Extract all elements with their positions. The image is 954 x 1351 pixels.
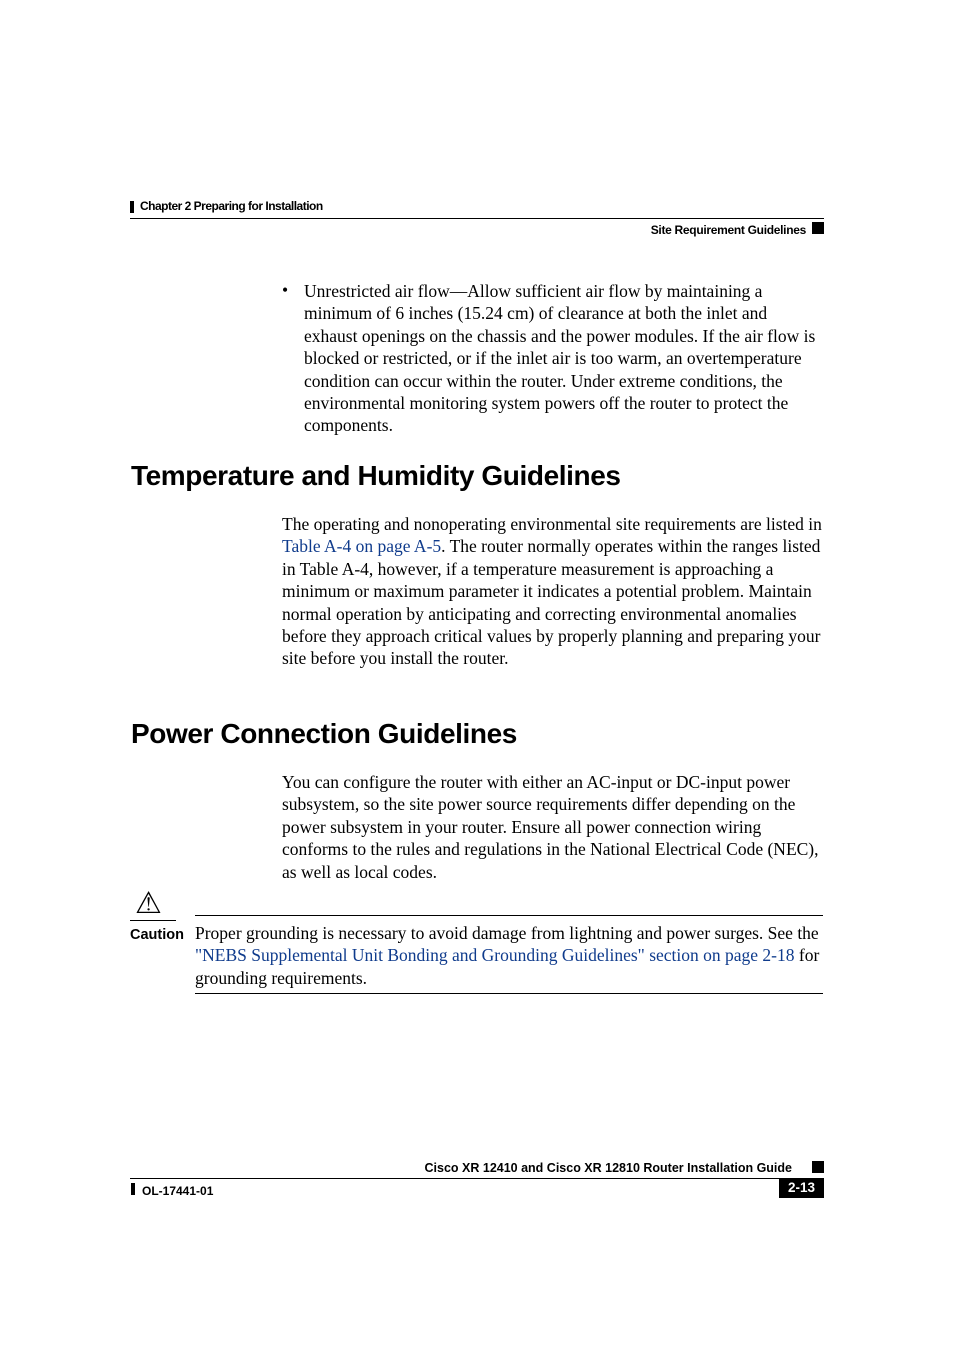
footer-right-marker [812, 1161, 824, 1173]
header-rule [130, 218, 824, 219]
caution-label: Caution [130, 927, 184, 943]
footer-guide-title: Cisco XR 12410 and Cisco XR 12810 Router… [425, 1161, 792, 1175]
footer-rule [130, 1178, 800, 1179]
link-table-a4[interactable]: Table A-4 on page A-5 [282, 536, 441, 556]
para-text-pre: The operating and nonoperating environme… [282, 514, 822, 534]
caution-text-pre: Proper grounding is necessary to avoid d… [195, 923, 819, 943]
footer-doc-id: OL-17441-01 [142, 1184, 213, 1198]
caution-top-rule [195, 915, 823, 916]
heading-power-connection: Power Connection Guidelines [131, 718, 517, 750]
caution-paragraph: Proper grounding is necessary to avoid d… [195, 922, 823, 989]
running-header-section: Site Requirement Guidelines [651, 223, 806, 237]
footer-docid-bar [131, 1183, 135, 1195]
caution-bottom-rule [195, 993, 823, 994]
heading-temperature-humidity: Temperature and Humidity Guidelines [131, 460, 621, 492]
caution-icon: ⚠ [135, 886, 162, 921]
link-nebs-section[interactable]: "NEBS Supplemental Unit Bonding and Grou… [195, 945, 795, 965]
bullet-marker: • [282, 280, 288, 301]
paragraph-power-connection: You can configure the router with either… [282, 771, 823, 883]
page: Chapter 2 Preparing for Installation Sit… [0, 0, 954, 1351]
running-header-chapter: Chapter 2 Preparing for Installation [140, 199, 323, 213]
caution-icon-rule [130, 920, 176, 921]
footer-page-number: 2-13 [779, 1178, 824, 1198]
bullet-paragraph: Unrestricted air flow—Allow sufficient a… [304, 280, 823, 437]
paragraph-temp-humidity: The operating and nonoperating environme… [282, 513, 823, 670]
header-left-bar [130, 201, 134, 213]
header-right-marker [812, 222, 824, 234]
